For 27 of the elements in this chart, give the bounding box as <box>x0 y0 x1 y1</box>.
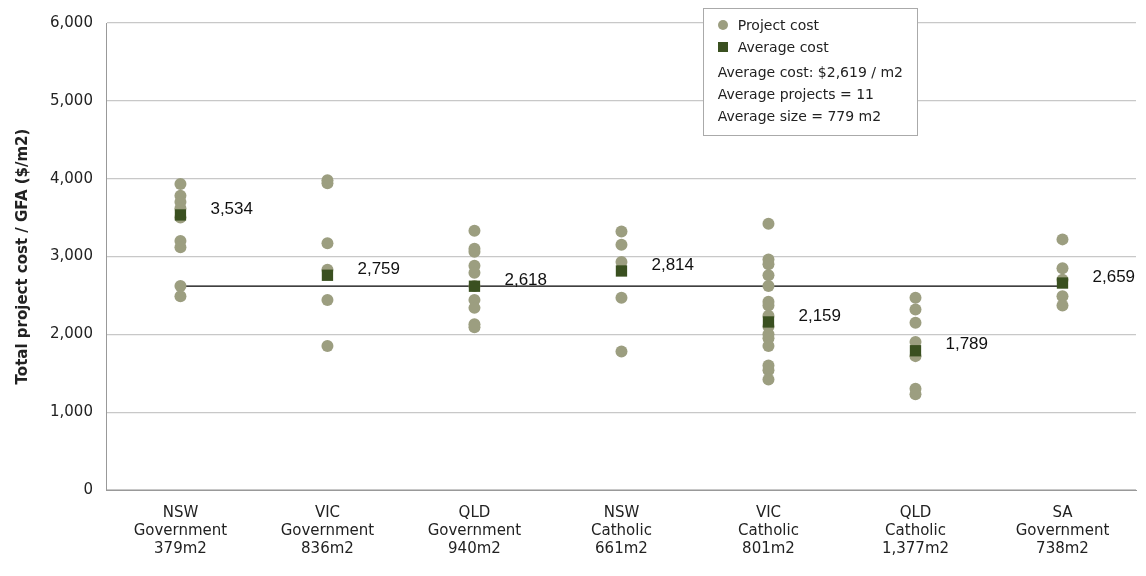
y-tick-label: 3,000 <box>49 246 93 265</box>
data-label: 2,618 <box>504 269 548 289</box>
data-label: 1,789 <box>945 334 989 354</box>
data-label: 3,534 <box>210 198 253 218</box>
y-tick-label: 2,000 <box>49 324 93 343</box>
y-tick-label: 1,000 <box>49 402 93 421</box>
y-tick-label: 4,000 <box>49 168 93 187</box>
y-tick-label: 6,000 <box>49 12 93 31</box>
x-tick-label: QLD Catholic 1,377m2 <box>881 502 950 557</box>
annotation: Average projects = 11 <box>717 85 875 104</box>
data-label: 2,814 <box>651 254 695 274</box>
x-tick-label: NSW Government 379m2 <box>133 502 228 557</box>
x-tick-label: NSW Catholic 661m2 <box>591 502 652 557</box>
y-axis-title: Total project cost / GFA ($/m2) <box>12 128 31 385</box>
x-tick-label: QLD Government 940m2 <box>427 502 522 557</box>
data-label: 2,759 <box>357 258 400 278</box>
data-label: 2,159 <box>798 305 842 325</box>
x-tick-label: VIC Catholic 801m2 <box>738 502 799 557</box>
x-tick-label: VIC Government 836m2 <box>280 502 375 557</box>
x-tick-label: SA Government 738m2 <box>1015 502 1110 557</box>
y-tick-label: 0 <box>83 479 93 498</box>
annotation: Average size = 779 m2 <box>717 107 883 126</box>
annotation: Average cost: $2,619 / m2 <box>717 63 903 82</box>
data-label: 2,659 <box>1092 266 1136 286</box>
y-tick-label: 5,000 <box>49 90 93 109</box>
legend-label: Project cost <box>737 17 820 33</box>
legend-label: Average cost <box>737 39 829 55</box>
